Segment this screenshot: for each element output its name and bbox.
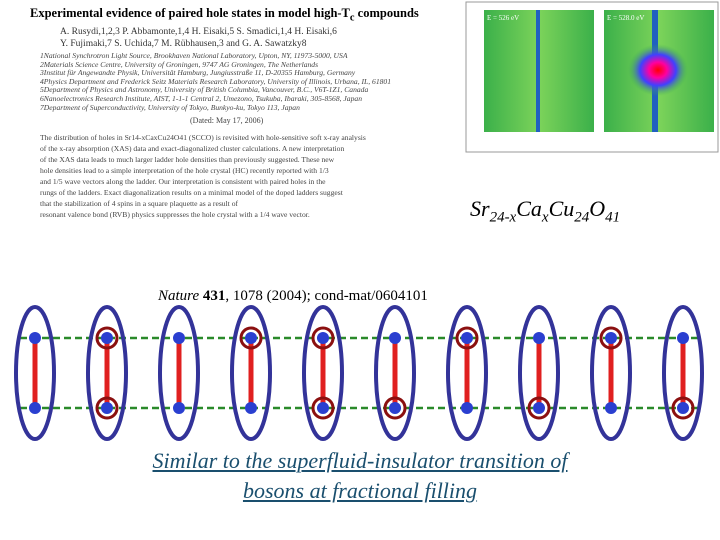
site [533,332,545,344]
volume: 431 [202,288,226,304]
panel-streak [536,10,540,132]
site [533,402,545,414]
formula-element: Sr [470,196,490,221]
hole-ring [239,326,263,350]
hole-ring [95,396,119,420]
affiliations: 1National Synchrotron Light Source, Broo… [40,51,392,112]
abstract-line: resonant valence bond (RVB) physics supp… [40,210,310,219]
site [173,402,185,414]
site [461,332,473,344]
rung-pair [518,305,560,441]
site [605,402,617,414]
site [101,402,113,414]
site [461,402,473,414]
abstract-line: and 1/5 wave vectors along the ladder. O… [40,177,326,186]
site [677,332,689,344]
hole-ring [599,326,623,350]
site [101,332,113,344]
title-subscript: c [349,12,355,24]
affiliation: 1National Synchrotron Light Source, Broo… [40,51,348,60]
abstract-line: that the stabilization of 4 spins in a s… [40,199,239,208]
rung-pair [446,305,488,441]
formula-subscript: 24 [574,209,590,226]
hole-ring [311,396,335,420]
rung-pair [86,305,128,441]
title-text: Experimental evidence of paired hole sta… [30,6,350,20]
site [389,402,401,414]
citation-rest: , 1078 (2004); cond-mat/0604101 [225,288,428,304]
affiliation: 3Institut für Angewandte Physik, Univers… [40,68,356,78]
formula-element: Ca [516,196,542,221]
rung-pair [590,305,632,441]
journal: Nature [158,288,200,304]
site [677,402,689,414]
figure: E = 526 eV E = 528.0 eV [465,1,719,153]
abstract-line: rungs of the ladders. Exact diagonalizat… [40,188,343,197]
affiliation: 6Nanoelectronics Research Institute, AIS… [40,93,362,103]
title-text: compounds [354,6,419,20]
abstract-line: of the x-ray absorption (XAS) data and e… [40,144,345,153]
affiliation: 5Department of Physics and Astronomy, Un… [40,85,369,95]
formula-subscript: x [541,209,549,226]
panel-peak [628,44,688,96]
hole-ring [527,396,551,420]
site [389,332,401,344]
site [317,332,329,344]
hole-ring [671,396,695,420]
site [317,402,329,414]
caption: Similar to the superfluid-insulator tran… [0,446,720,506]
panel-label: E = 528.0 eV [607,14,644,22]
hole-ring [95,326,119,350]
citation: Nature 431, 1078 (2004); cond-mat/060410… [158,288,428,305]
site [29,332,41,344]
rung-pair [302,305,344,441]
formula-element: Cu [548,196,575,221]
site [605,332,617,344]
ladder-diagram [14,305,704,441]
paper-title: Experimental evidence of paired hole sta… [30,6,419,24]
caption-line: Similar to the superfluid-insulator tran… [152,448,568,473]
abstract-line: of the XAS data leads to much larger lad… [40,155,335,164]
abstract-line: hole densities lead to a simple interpre… [40,166,329,175]
author-line: A. Rusydi,1,2,3 P. Abbamonte,1,4 H. Eisa… [60,27,337,37]
rung-pair [230,305,272,441]
site [245,332,257,344]
site [29,402,41,414]
abstract: The distribution of holes in Sr14-xCaxCu… [40,132,366,220]
affiliation: 7Department of Superconductivity, Univer… [40,102,300,112]
site [173,332,185,344]
rung-pair [14,305,56,441]
panel-label: E = 526 eV [487,14,519,22]
hole-ring [455,326,479,350]
affiliation: 4Physics Department and Frederick Seitz … [40,76,392,86]
hole-ring [311,326,335,350]
authors: A. Rusydi,1,2,3 P. Abbamonte,1,4 H. Eisa… [60,26,337,50]
formula-element: O [589,196,606,221]
formula-subscript: 24-x [489,209,517,226]
rung-pair [662,305,704,441]
hole-ring [383,396,407,420]
rung-pair [374,305,416,441]
rung-pair [158,305,200,441]
dated: (Dated: May 17, 2006) [190,116,264,125]
affiliation: 2Materials Science Centre, University of… [40,59,319,69]
formula: Sr24-xCaxCu24O41 [470,196,620,226]
author-line: Y. Fujimaki,7 S. Uchida,7 M. Rübhausen,3… [60,39,307,49]
formula-subscript: 41 [605,209,621,226]
site [245,402,257,414]
caption-line: bosons at fractional filling [242,478,478,503]
abstract-line: The distribution of holes in Sr14-xCaxCu… [40,133,366,142]
